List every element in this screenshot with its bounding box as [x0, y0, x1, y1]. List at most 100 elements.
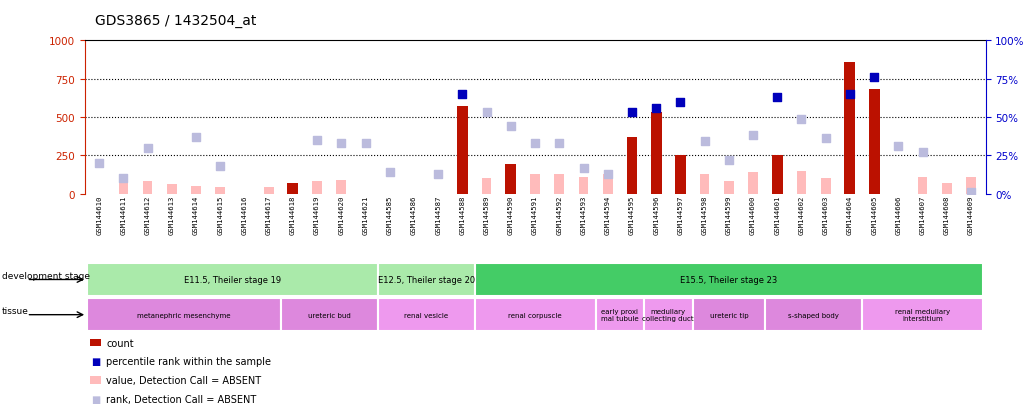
Text: GSM144589: GSM144589	[484, 195, 489, 235]
Bar	[675, 156, 686, 194]
Bar	[475, 299, 595, 331]
Point	[454, 91, 471, 98]
Text: GSM144597: GSM144597	[677, 195, 683, 235]
Text: GSM144614: GSM144614	[193, 195, 199, 235]
Text: GDS3865 / 1432504_at: GDS3865 / 1432504_at	[95, 14, 256, 28]
Bar	[869, 179, 879, 194]
Text: value, Detection Call = ABSENT: value, Detection Call = ABSENT	[106, 375, 261, 385]
Bar	[191, 187, 201, 194]
Text: rank, Detection Call = ABSENT: rank, Detection Call = ABSENT	[106, 394, 257, 404]
Bar	[288, 183, 298, 194]
Text: renal vesicle: renal vesicle	[405, 312, 448, 318]
Text: metanephric mesenchyme: metanephric mesenchyme	[137, 312, 231, 318]
Text: GSM144587: GSM144587	[436, 195, 442, 235]
Bar	[281, 299, 378, 331]
Text: GSM144605: GSM144605	[871, 195, 877, 235]
Text: GSM144595: GSM144595	[628, 195, 635, 235]
Point	[503, 123, 519, 130]
Point	[551, 140, 568, 147]
Text: GSM144590: GSM144590	[508, 195, 514, 235]
Point	[672, 99, 688, 106]
Text: GSM144619: GSM144619	[314, 195, 320, 235]
Bar	[942, 183, 952, 194]
Bar	[119, 180, 128, 194]
Bar	[797, 171, 806, 194]
Point	[963, 189, 979, 196]
Bar	[457, 107, 467, 194]
Point	[914, 150, 931, 156]
Point	[357, 140, 374, 147]
Text: s-shaped body: s-shaped body	[788, 312, 839, 318]
Bar	[378, 299, 475, 331]
Point	[697, 139, 713, 145]
Text: GSM144585: GSM144585	[387, 195, 393, 235]
Text: GSM144612: GSM144612	[144, 195, 151, 235]
Text: GSM144591: GSM144591	[533, 195, 538, 235]
Text: GSM144616: GSM144616	[241, 195, 248, 235]
Point	[794, 116, 810, 123]
Bar	[264, 188, 273, 194]
Bar	[595, 299, 644, 331]
Bar	[692, 299, 765, 331]
Bar	[530, 174, 540, 194]
Bar	[506, 165, 516, 194]
Text: ureteric bud: ureteric bud	[308, 312, 351, 318]
Text: GSM144593: GSM144593	[581, 195, 586, 235]
Bar	[966, 177, 976, 194]
Text: renal medullary
interstitium: renal medullary interstitium	[895, 309, 950, 321]
Bar	[216, 188, 225, 194]
Text: ■: ■	[91, 394, 100, 404]
Text: GSM144600: GSM144600	[750, 195, 756, 235]
Text: GSM144609: GSM144609	[968, 195, 974, 235]
Point	[382, 169, 398, 176]
Point	[575, 165, 591, 171]
Text: E15.5, Theiler stage 23: E15.5, Theiler stage 23	[680, 275, 777, 284]
Text: E11.5, Theiler stage 19: E11.5, Theiler stage 19	[184, 275, 281, 284]
Point	[430, 171, 447, 178]
Text: ureteric tip: ureteric tip	[710, 312, 748, 318]
Text: GSM144610: GSM144610	[96, 195, 102, 235]
Text: development stage: development stage	[2, 271, 90, 280]
Text: GSM144621: GSM144621	[362, 195, 368, 235]
Text: GSM144586: GSM144586	[411, 195, 417, 235]
Bar	[475, 263, 983, 296]
Text: GSM144613: GSM144613	[169, 195, 174, 235]
Bar	[844, 63, 856, 194]
Text: medullary
collecting duct: medullary collecting duct	[643, 309, 695, 321]
Text: GSM144607: GSM144607	[920, 195, 926, 235]
Point	[720, 157, 737, 164]
Point	[817, 136, 834, 142]
Text: GSM144611: GSM144611	[121, 195, 126, 235]
Point	[600, 171, 616, 178]
Text: GSM144615: GSM144615	[218, 195, 223, 235]
Point	[842, 91, 859, 98]
Text: GSM144620: GSM144620	[338, 195, 345, 235]
Point	[479, 110, 495, 116]
Bar	[579, 177, 588, 194]
Text: renal corpuscle: renal corpuscle	[509, 312, 561, 318]
Bar	[506, 173, 516, 194]
Bar	[869, 90, 879, 194]
Text: E12.5, Theiler stage 20: E12.5, Theiler stage 20	[378, 275, 475, 284]
Point	[866, 75, 882, 81]
Text: early proxi
mal tubule: early proxi mal tubule	[601, 309, 639, 321]
Bar	[87, 263, 378, 296]
Bar	[482, 179, 491, 194]
Bar	[862, 299, 983, 331]
Text: tissue: tissue	[2, 306, 29, 315]
Text: GSM144618: GSM144618	[290, 195, 296, 235]
Text: GSM144592: GSM144592	[556, 195, 562, 235]
Point	[116, 176, 132, 182]
Bar	[917, 177, 928, 194]
Text: GSM144588: GSM144588	[459, 195, 465, 235]
Text: GSM144601: GSM144601	[774, 195, 780, 235]
Text: count: count	[106, 338, 134, 348]
Point	[139, 145, 156, 152]
Text: GSM144594: GSM144594	[605, 195, 611, 235]
Bar	[336, 180, 346, 194]
Bar	[765, 299, 862, 331]
Text: GSM144603: GSM144603	[823, 195, 829, 235]
Text: GSM144599: GSM144599	[725, 195, 732, 235]
Text: percentile rank within the sample: percentile rank within the sample	[106, 356, 271, 366]
Point	[188, 134, 204, 141]
